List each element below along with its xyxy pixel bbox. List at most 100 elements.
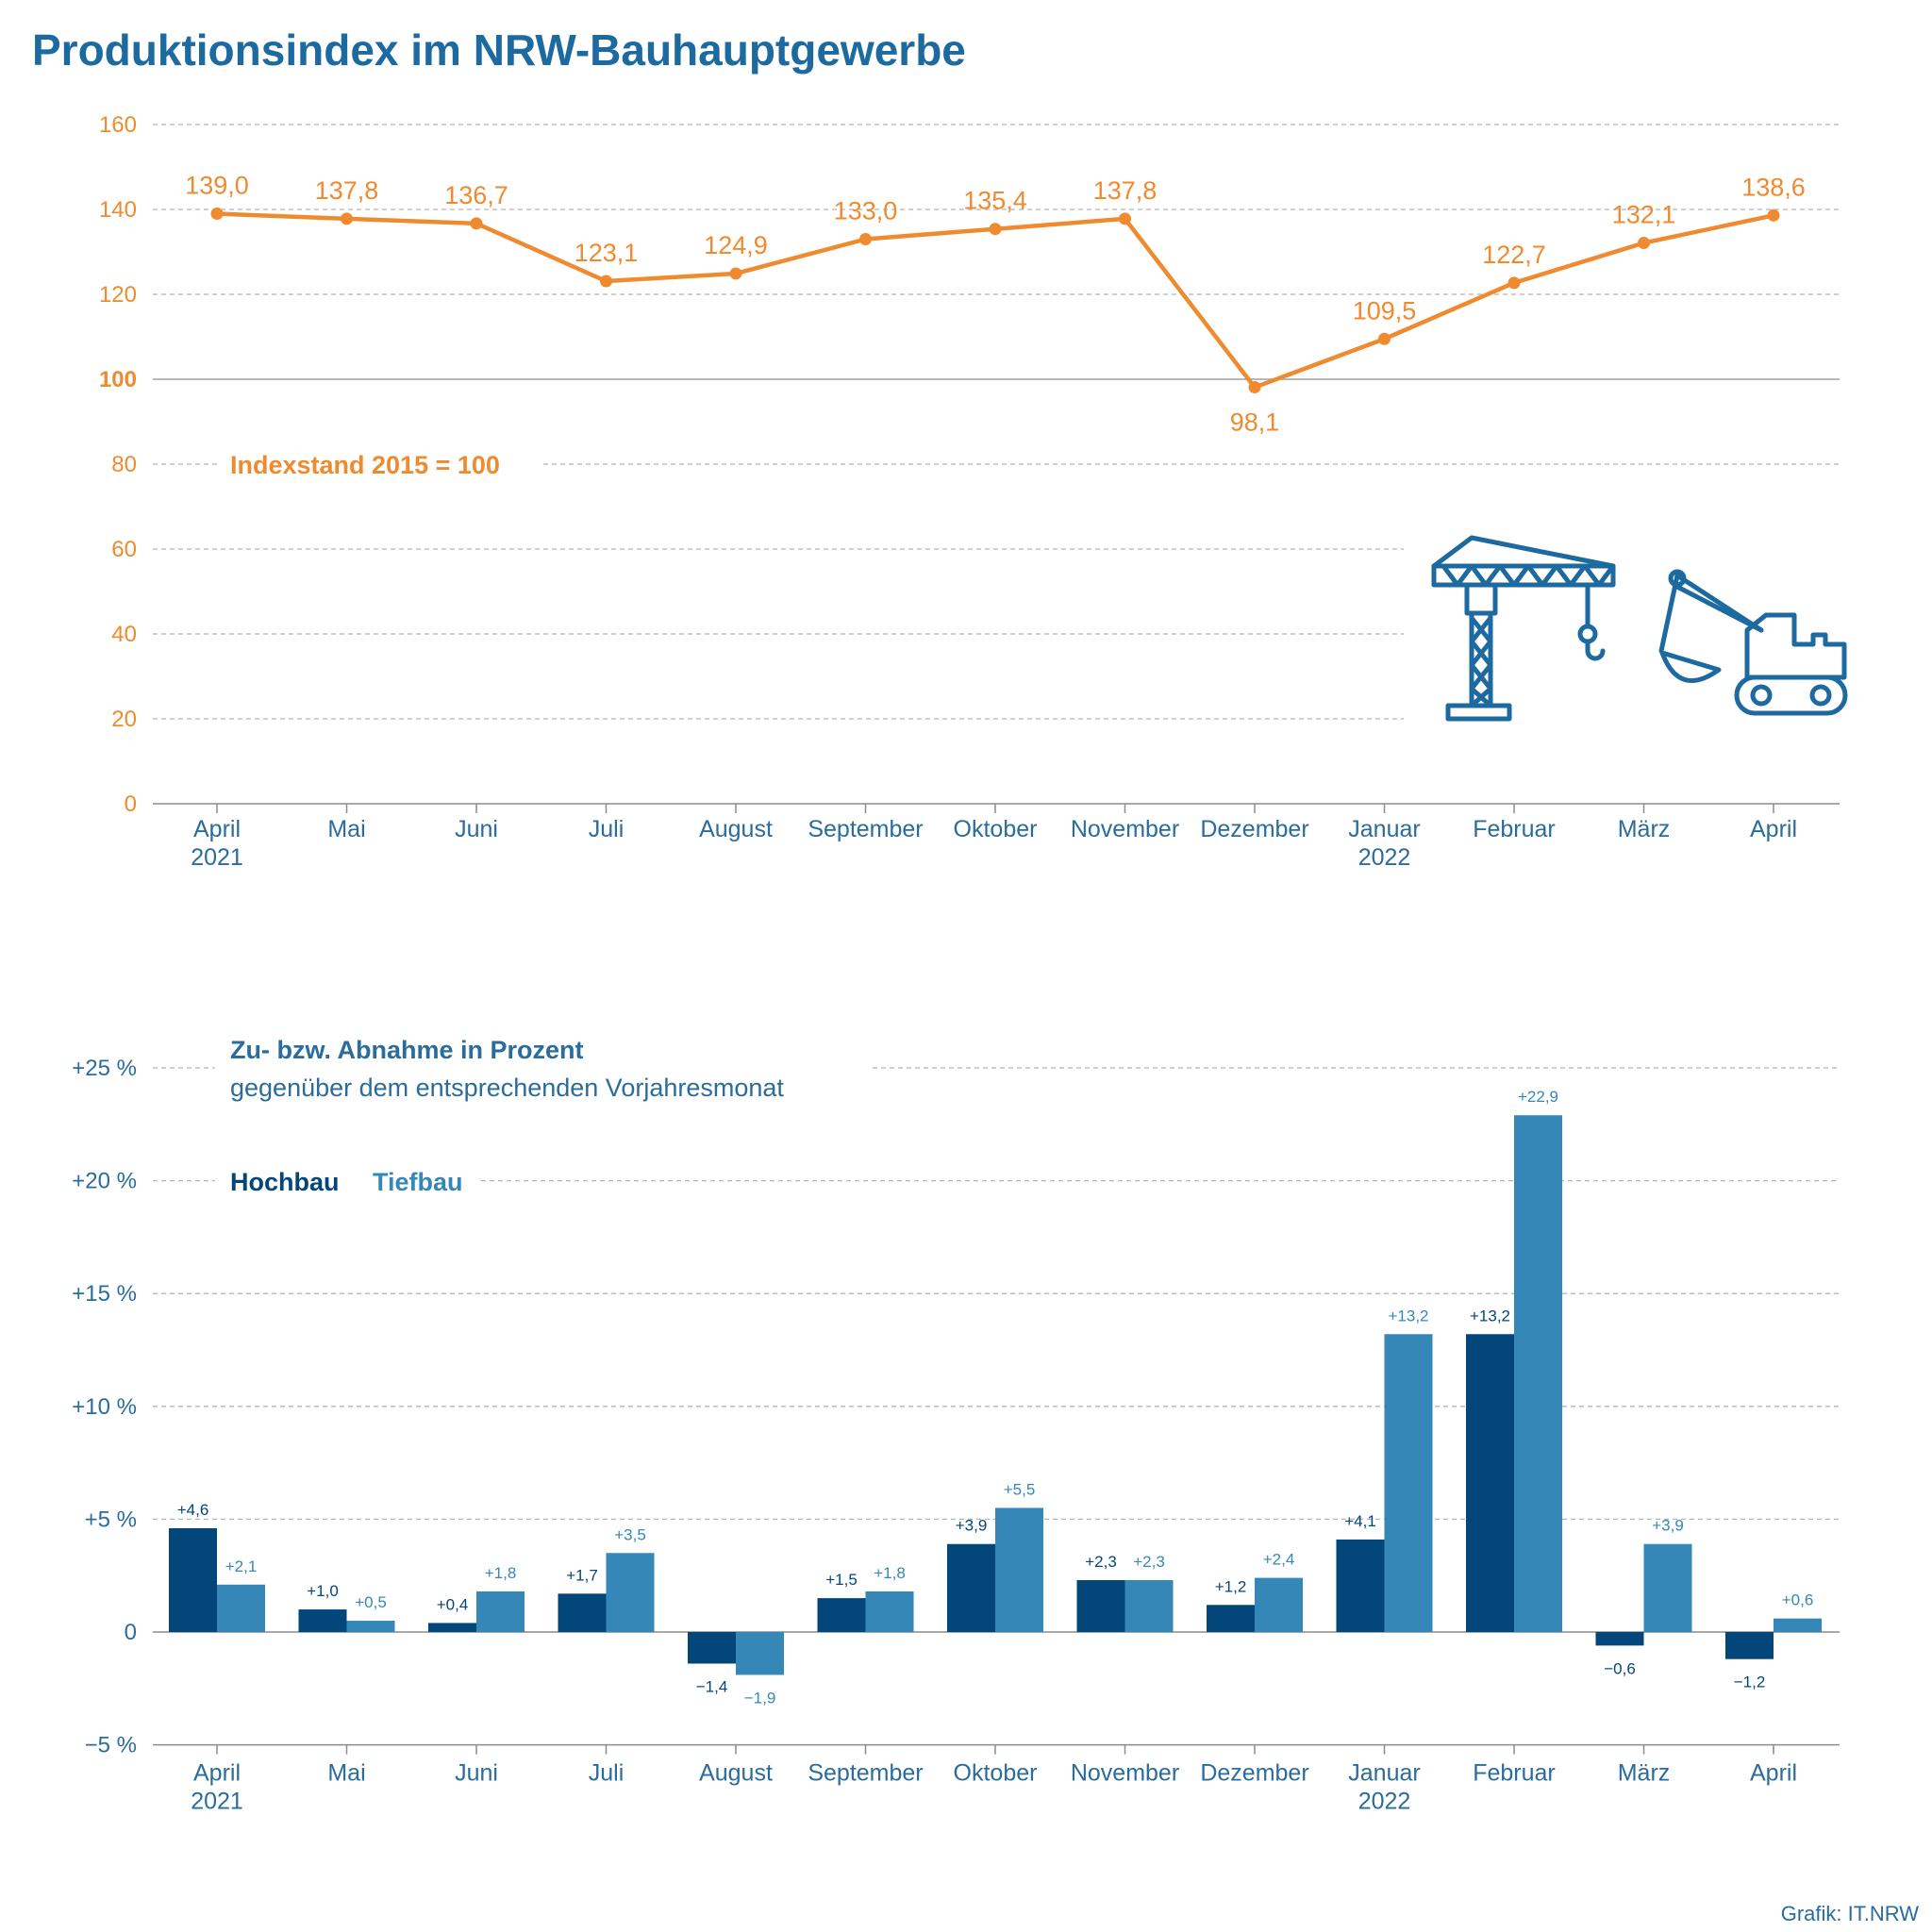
line-point	[859, 233, 872, 245]
bar-label-tiefbau: +3,9	[1652, 1517, 1684, 1535]
line-data-label: 98,1	[1230, 408, 1280, 437]
line-data-label: 132,1	[1612, 201, 1676, 229]
bar-label-tiefbau: +2,3	[1133, 1553, 1165, 1571]
credit-text: Grafik: IT.NRW	[1780, 1902, 1919, 1925]
bar-label-hochbau: +3,9	[956, 1517, 988, 1535]
line-point	[470, 217, 483, 230]
line-x-tick-label: September	[808, 816, 923, 842]
bar-label-tiefbau: +0,5	[355, 1593, 387, 1611]
bar-label-hochbau: −1,4	[696, 1677, 728, 1695]
bar-y-tick-label: +25 %	[72, 1056, 137, 1081]
bar-x-tick-label: Februar	[1473, 1760, 1556, 1787]
line-chart: 0 20 40 60 80 100 120 140 160 Indexstand 2015 = 1…	[99, 112, 1840, 871]
bar-x-tick-label: Januar	[1348, 1760, 1420, 1787]
line-point	[341, 212, 353, 225]
bar-y-tick-label: +10 %	[72, 1394, 137, 1420]
bar-label-hochbau: +1,7	[566, 1566, 598, 1584]
line-point	[1119, 212, 1131, 225]
bar-hochbau	[1595, 1632, 1644, 1646]
line-data-label: 136,7	[444, 181, 508, 209]
line-x-tick-label: März	[1618, 816, 1671, 842]
bar-x-tick-label: März	[1618, 1760, 1671, 1787]
line-x-tick-label: Januar	[1348, 816, 1420, 842]
line-y-tick-label: 100	[99, 367, 137, 392]
line-data-label: 122,7	[1482, 241, 1546, 269]
bar-tiefbau	[1774, 1618, 1822, 1632]
line-y-tick-label: 80	[111, 452, 137, 477]
bar-label-tiefbau: +2,4	[1263, 1551, 1295, 1569]
bar-hochbau	[169, 1527, 217, 1632]
line-point	[989, 223, 1002, 236]
line-x-tick-label: Juni	[455, 816, 498, 842]
bar-label-tiefbau: −1,9	[744, 1689, 776, 1707]
bar-tiefbau	[217, 1584, 265, 1632]
bar-x-tick-label: Mai	[327, 1760, 365, 1787]
bar-tiefbau	[1255, 1577, 1303, 1632]
line-point	[210, 208, 224, 220]
line-x-year-label: 2022	[1358, 844, 1411, 871]
bar-label-tiefbau: +0,6	[1782, 1591, 1814, 1609]
line-data-label: 135,4	[963, 187, 1027, 215]
bar-hochbau	[1336, 1539, 1385, 1632]
bar-chart-title: Zu- bzw. Abnahme in Prozent	[230, 1036, 584, 1064]
line-annotation: Indexstand 2015 = 100	[230, 451, 500, 479]
bar-x-tick-label: April	[1750, 1760, 1797, 1787]
bar-label-hochbau: +2,3	[1085, 1553, 1117, 1571]
bar-y-tick-label: −5 %	[85, 1733, 137, 1758]
line-x-tick-label: Juli	[589, 816, 625, 842]
line-data-label: 139,0	[185, 172, 249, 200]
line-data-label: 137,8	[1093, 176, 1158, 205]
line-point	[1767, 208, 1780, 222]
bar-label-hochbau: +1,5	[825, 1571, 858, 1589]
line-x-tick-label: Mai	[327, 816, 365, 842]
excavator-icon	[1658, 569, 1848, 716]
bar-x-year-label: 2022	[1358, 1789, 1411, 1815]
bar-y-tick-label: +20 %	[72, 1169, 137, 1194]
line-x-tick-label: April	[1750, 816, 1797, 842]
bar-label-tiefbau: +1,8	[874, 1564, 906, 1582]
bar-label-tiefbau: +13,2	[1388, 1307, 1428, 1324]
line-x-tick-label: November	[1071, 816, 1179, 842]
bar-hochbau	[688, 1632, 736, 1664]
bar-hochbau	[298, 1609, 347, 1632]
line-data-label: 123,1	[575, 239, 639, 267]
line-point	[1248, 381, 1261, 394]
line-point	[1638, 237, 1650, 250]
crane-icon	[1431, 535, 1616, 722]
bar-chart-subtitle: gegenüber dem entsprechenden Vorjahresmo…	[230, 1074, 784, 1102]
bar-tiefbau	[865, 1591, 914, 1632]
bar-label-tiefbau: +22,9	[1518, 1088, 1558, 1106]
bar-hochbau	[558, 1593, 607, 1632]
bar-label-hochbau: −1,2	[1734, 1674, 1766, 1691]
line-point	[729, 267, 742, 280]
bar-label-hochbau: +4,6	[177, 1501, 209, 1519]
bar-tiefbau	[1124, 1579, 1174, 1632]
bar-label-tiefbau: +5,5	[1004, 1480, 1036, 1498]
line-y-tick-label: 120	[99, 282, 137, 308]
bar-x-tick-label: November	[1071, 1760, 1179, 1787]
line-y-tick-label: 140	[99, 197, 137, 223]
line-x-tick-label: Februar	[1473, 816, 1556, 842]
bar-chart: −5 % 0 +5 % +10 % +15 % +20 % +25 % Zu- bzw. Ab…	[72, 1036, 1840, 1815]
line-x-tick-label: Oktober	[954, 816, 1038, 842]
line-x-tick-label: April	[193, 816, 241, 842]
bar-hochbau	[428, 1623, 476, 1632]
bar-y-tick-label: +15 %	[72, 1281, 137, 1307]
line-y-tick-label: 20	[111, 707, 137, 732]
page-title: Produktionsindex im NRW-Bauhauptgewerbe	[32, 25, 966, 75]
line-y-tick-label: 0	[125, 791, 137, 817]
line-x-year-label: 2021	[191, 844, 243, 871]
bar-x-tick-label: April	[193, 1760, 241, 1787]
bar-x-tick-label: Juli	[589, 1760, 625, 1787]
bar-label-tiefbau: +2,1	[225, 1557, 258, 1575]
bar-tiefbau	[606, 1553, 655, 1632]
bar-hochbau	[1466, 1334, 1514, 1632]
legend-hochbau: Hochbau	[230, 1168, 340, 1196]
bar-label-hochbau: +4,1	[1344, 1512, 1376, 1530]
line-y-tick-label: 60	[111, 537, 137, 562]
line-y-tick-label: 160	[99, 112, 137, 138]
bar-label-tiefbau: +1,8	[485, 1564, 517, 1582]
bar-label-hochbau: +13,2	[1470, 1307, 1510, 1324]
line-data-label: 133,0	[834, 197, 898, 225]
line-point	[1378, 332, 1391, 345]
